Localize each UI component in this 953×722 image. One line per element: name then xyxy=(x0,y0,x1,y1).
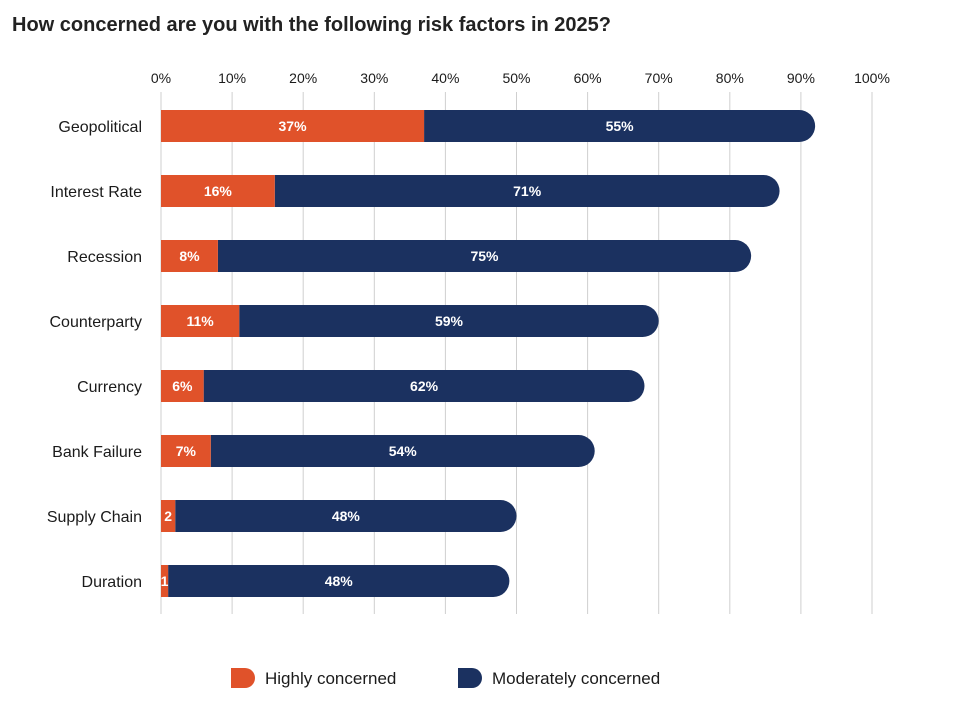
legend-label-moderately: Moderately concerned xyxy=(492,669,660,688)
category-label: Supply Chain xyxy=(47,509,142,526)
bar-moderately-concerned xyxy=(274,175,780,207)
bar-highly-concerned xyxy=(161,370,204,402)
bar-highly-concerned xyxy=(161,175,275,207)
data-label-highly: 8% xyxy=(179,248,200,264)
x-tick-label: 40% xyxy=(431,70,459,86)
data-label-moderately: 75% xyxy=(470,248,499,264)
data-label-moderately: 55% xyxy=(606,118,635,134)
bar-moderately-concerned xyxy=(239,305,659,337)
legend-label-highly: Highly concerned xyxy=(265,669,396,688)
bar-highly-concerned xyxy=(161,305,240,337)
bar-moderately-concerned xyxy=(210,435,595,467)
data-label-moderately: 62% xyxy=(410,378,439,394)
bar-moderately-concerned xyxy=(168,565,510,597)
category-label: Counterparty xyxy=(50,314,143,331)
category-label: Currency xyxy=(77,379,142,396)
data-label-highly: 37% xyxy=(279,118,308,134)
category-label: Geopolitical xyxy=(58,119,142,136)
bar-moderately-concerned xyxy=(217,240,752,272)
data-label-highly: 11% xyxy=(186,313,214,329)
bar-highly-concerned xyxy=(161,500,176,532)
data-label-highly: 6% xyxy=(172,378,193,394)
data-label-highly: 1 xyxy=(161,573,169,589)
bar-highly-concerned xyxy=(161,565,169,597)
category-label: Recession xyxy=(67,249,142,266)
category-label: Duration xyxy=(82,574,142,591)
x-tick-label: 0% xyxy=(151,70,171,86)
bar-highly-concerned xyxy=(161,435,211,467)
x-tick-label: 50% xyxy=(502,70,530,86)
legend-swatch-moderately xyxy=(458,668,482,688)
category-label: Bank Failure xyxy=(52,444,142,461)
chart-title: How concerned are you with the following… xyxy=(12,14,612,36)
bar-highly-concerned xyxy=(161,110,425,142)
x-tick-label: 100% xyxy=(854,70,890,86)
data-label-moderately: 48% xyxy=(325,573,354,589)
x-tick-label: 10% xyxy=(218,70,246,86)
data-label-highly: 2 xyxy=(164,508,172,524)
legend-swatch-highly xyxy=(231,668,255,688)
bar-moderately-concerned xyxy=(203,370,645,402)
data-label-moderately: 48% xyxy=(332,508,361,524)
data-label-moderately: 71% xyxy=(513,183,542,199)
category-label: Interest Rate xyxy=(50,184,142,201)
data-label-highly: 7% xyxy=(176,443,197,459)
bar-moderately-concerned xyxy=(175,500,517,532)
x-tick-label: 60% xyxy=(574,70,602,86)
x-tick-label: 80% xyxy=(716,70,744,86)
bar-highly-concerned xyxy=(161,240,218,272)
x-tick-label: 30% xyxy=(360,70,388,86)
x-tick-label: 20% xyxy=(289,70,317,86)
x-tick-label: 90% xyxy=(787,70,815,86)
bar-moderately-concerned xyxy=(424,110,816,142)
data-label-moderately: 59% xyxy=(435,313,464,329)
data-label-moderately: 54% xyxy=(389,443,418,459)
data-label-highly: 16% xyxy=(204,183,233,199)
x-tick-label: 70% xyxy=(645,70,673,86)
